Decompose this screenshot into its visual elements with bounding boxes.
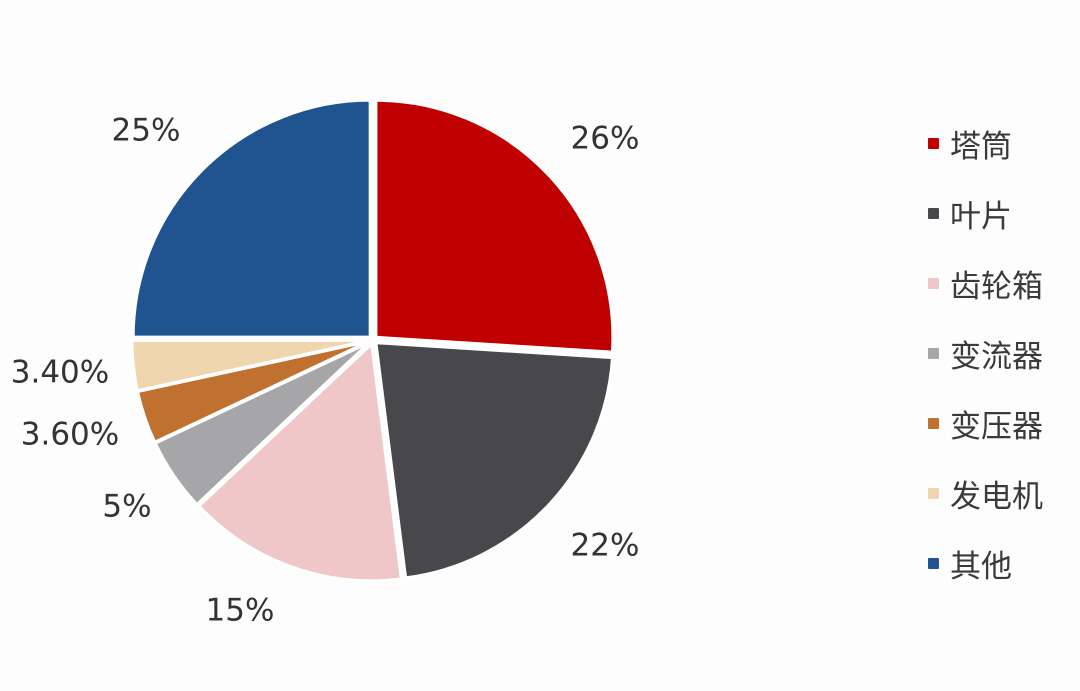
pie-slice-6 [131, 98, 372, 339]
legend-swatch [928, 207, 939, 219]
pie-slice-1 [374, 341, 615, 580]
legend-item: 叶片 [928, 178, 1043, 248]
pie-slice-5 [130, 338, 370, 393]
legend: 塔筒叶片齿轮箱变流器变压器发电机其他 [928, 108, 1043, 598]
data-label: 3.60% [21, 417, 119, 453]
legend-label: 塔筒 [950, 128, 1012, 165]
legend-swatch [928, 137, 939, 149]
data-label: 5% [102, 489, 151, 525]
legend-item: 发电机 [928, 458, 1043, 528]
legend-item: 塔筒 [928, 108, 1043, 178]
legend-item: 齿轮箱 [928, 248, 1043, 318]
data-label: 3.40% [11, 355, 109, 391]
data-label: 15% [206, 593, 275, 629]
data-label: 22% [571, 528, 640, 564]
data-label: 26% [571, 121, 640, 157]
legend-swatch [928, 277, 939, 289]
legend-label: 齿轮箱 [950, 268, 1043, 305]
legend-swatch [928, 347, 939, 359]
legend-swatch [928, 417, 939, 429]
legend-label: 叶片 [950, 198, 1012, 235]
pie-slice-0 [374, 98, 615, 354]
data-label: 25% [112, 113, 181, 149]
legend-swatch [928, 557, 939, 569]
pie-slice-2 [196, 340, 404, 583]
legend-label: 变流器 [950, 338, 1043, 375]
legend-label: 其他 [950, 548, 1012, 585]
legend-item: 其他 [928, 528, 1043, 598]
legend-label: 变压器 [950, 408, 1043, 445]
legend-item: 变压器 [928, 388, 1043, 458]
legend-swatch [928, 487, 939, 499]
legend-item: 变流器 [928, 318, 1043, 388]
legend-label: 发电机 [950, 478, 1043, 515]
